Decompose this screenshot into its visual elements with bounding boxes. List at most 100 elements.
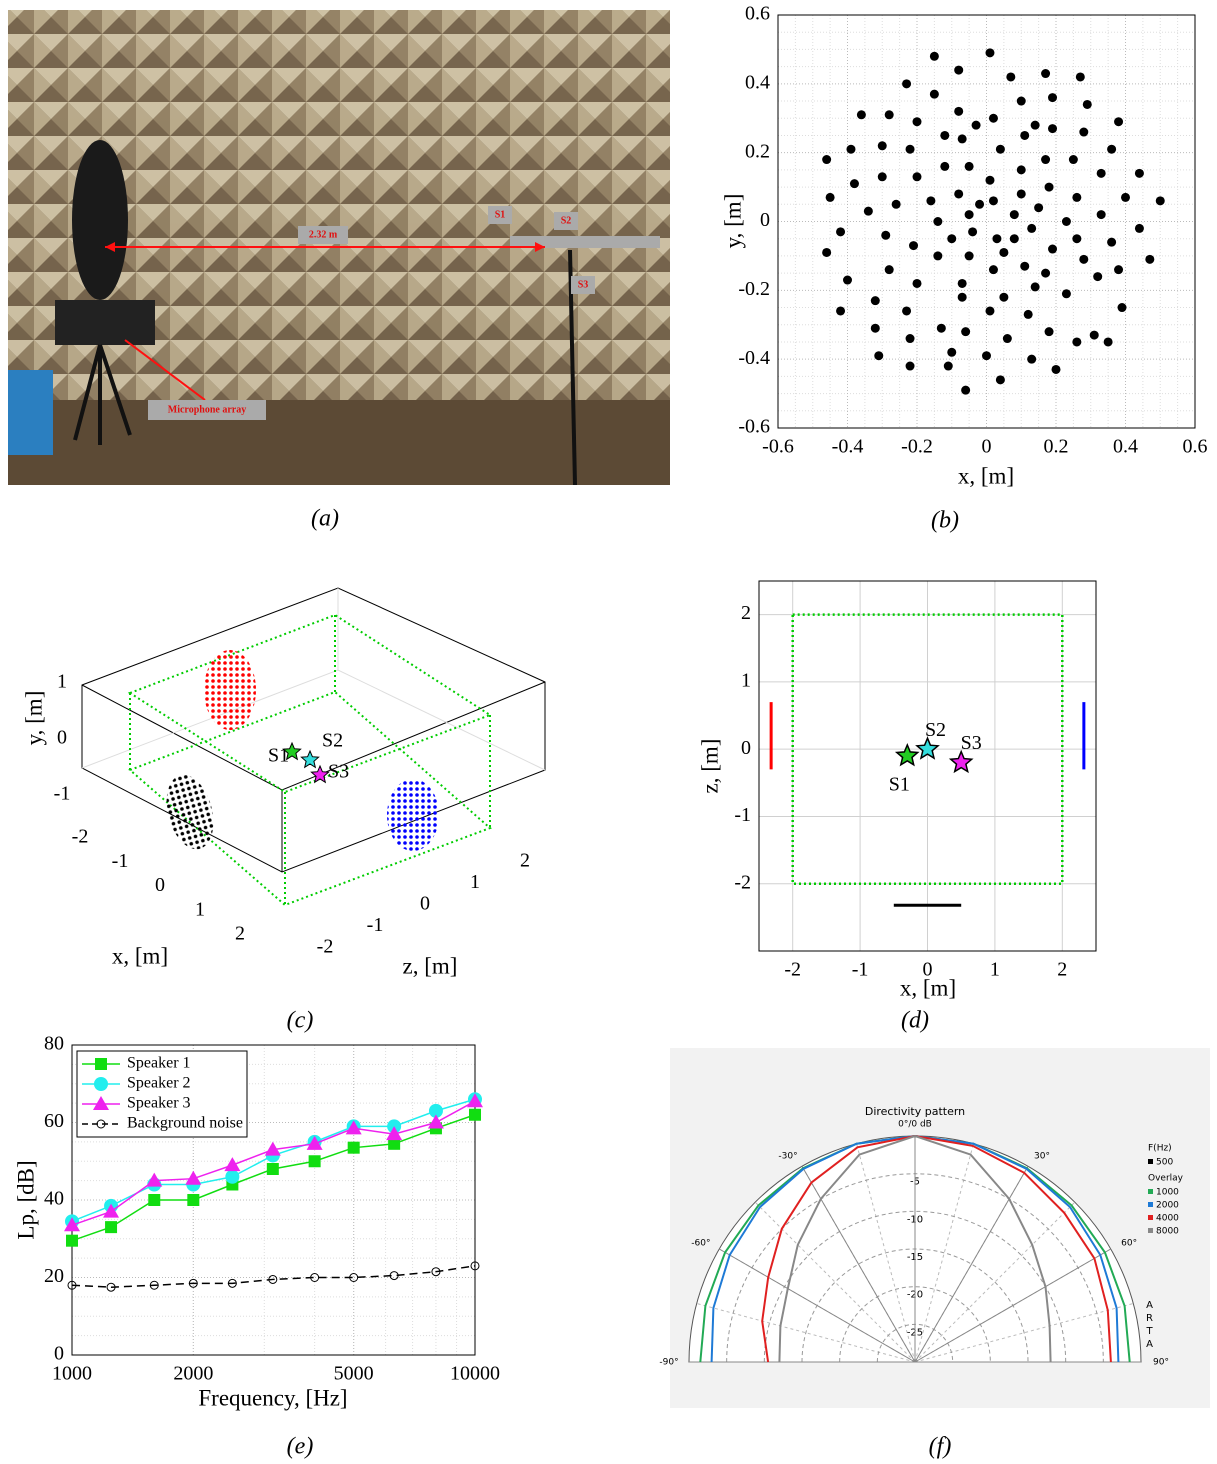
marker	[306, 1135, 323, 1150]
legend-marker	[96, 1119, 106, 1129]
marker	[431, 1267, 441, 1277]
x-axis-label: Frequency, [Hz]	[198, 1385, 347, 1410]
x-tick-label: 0.4	[1113, 436, 1138, 458]
y-tick-label: 0.4	[745, 71, 770, 93]
z-tick-label: -2	[317, 936, 334, 958]
source-marker	[310, 764, 330, 784]
y-tick-label: 0.6	[745, 3, 770, 25]
marker	[470, 1261, 480, 1271]
mic-point	[905, 334, 915, 344]
mic-point	[968, 227, 978, 237]
legend-label: 8000	[1156, 1227, 1179, 1237]
mic-point	[926, 196, 936, 206]
marker	[188, 1278, 198, 1288]
stand	[568, 249, 577, 486]
ring	[763, 1210, 1067, 1363]
mic-point	[961, 385, 971, 395]
marker	[149, 1280, 159, 1290]
mic-point	[1093, 272, 1103, 282]
angle-label: 90°	[1153, 1358, 1169, 1368]
marker	[268, 1274, 278, 1284]
marker	[266, 1163, 279, 1175]
y-tick-label: 2	[741, 602, 751, 624]
mic-point	[1145, 254, 1155, 264]
mic-point	[1072, 192, 1082, 202]
marker	[467, 1093, 483, 1108]
mic-point	[1051, 364, 1061, 374]
y-tick-label: -1	[54, 783, 71, 805]
marker	[187, 1194, 200, 1206]
mic-point	[877, 172, 887, 182]
mic-point	[985, 48, 995, 58]
mic-point	[1082, 99, 1092, 109]
mic-point	[982, 351, 991, 361]
mic-point	[1009, 210, 1019, 220]
y-tick-label: 0	[741, 737, 751, 759]
mic-point	[1048, 124, 1058, 134]
plot-frame	[758, 580, 1097, 952]
x-tick-label: 1000	[52, 1363, 92, 1385]
x-axis-label: x, [m]	[900, 975, 956, 1000]
y-tick-label: 40	[44, 1188, 64, 1210]
source-label: S2	[925, 719, 946, 741]
marker	[469, 1108, 481, 1121]
mic-point	[822, 155, 832, 165]
marker	[106, 1282, 116, 1292]
mic-point	[947, 347, 957, 357]
y-tick-label: 0	[760, 209, 770, 231]
y-tick-label: 0	[54, 1343, 64, 1365]
mic-point	[961, 327, 971, 337]
mic-point	[836, 227, 846, 237]
marker	[389, 1271, 399, 1281]
marker	[310, 1273, 320, 1282]
y-axis-label: y, [m]	[21, 691, 46, 746]
legend-swatch	[1148, 1228, 1153, 1233]
mic-point	[1075, 72, 1085, 82]
source-marker	[894, 742, 920, 767]
x-tick-label: 2	[1057, 959, 1067, 981]
y-tick-label: -0.2	[738, 278, 770, 300]
mic-point	[1061, 289, 1071, 299]
x-tick-label: -0.6	[762, 436, 794, 458]
label-bg	[488, 206, 512, 224]
legend-label: Speaker 2	[127, 1075, 191, 1092]
angle-line	[719, 1248, 916, 1363]
source-label: S2	[322, 730, 343, 752]
mic-point	[1155, 196, 1165, 206]
mic-point	[843, 275, 852, 285]
legend-swatch	[1148, 1202, 1153, 1207]
mic-point	[954, 65, 964, 75]
y-tick-label: -0.4	[738, 347, 770, 369]
x-tick-label: 2	[235, 923, 245, 945]
angle-label: 30°	[1034, 1151, 1050, 1161]
mic-point	[1107, 144, 1117, 154]
mic-point	[1044, 182, 1054, 192]
mic-point	[902, 306, 912, 316]
mic-point	[884, 265, 894, 275]
marker	[105, 1221, 118, 1234]
mic-point	[849, 179, 859, 189]
x-tick-label: -1	[112, 850, 129, 872]
view-3d: S1 S2 S3 x, [m] z, [m] y, [m]	[21, 587, 546, 978]
legend-label: Speaker 3	[127, 1095, 191, 1112]
mic-point	[1041, 268, 1051, 278]
mic-point	[870, 296, 880, 306]
y-axis-label: Lp, [dB]	[13, 1160, 38, 1239]
mic-point	[957, 134, 967, 144]
mic-point	[936, 323, 946, 333]
marker	[103, 1203, 120, 1218]
mic-point	[964, 251, 974, 261]
caption: (e)	[287, 1434, 314, 1460]
label-bg	[571, 276, 595, 294]
mic-point	[1072, 337, 1082, 347]
mic-point	[1048, 93, 1058, 103]
x-tick-label: 0	[155, 874, 165, 896]
y-tick-label: 0	[57, 727, 67, 749]
photo-label: S2	[561, 215, 572, 226]
source-label: S1	[889, 774, 910, 796]
mic-point	[822, 247, 832, 257]
z-axis-label: z, [m]	[403, 953, 458, 978]
caption: (f)	[929, 1434, 952, 1460]
